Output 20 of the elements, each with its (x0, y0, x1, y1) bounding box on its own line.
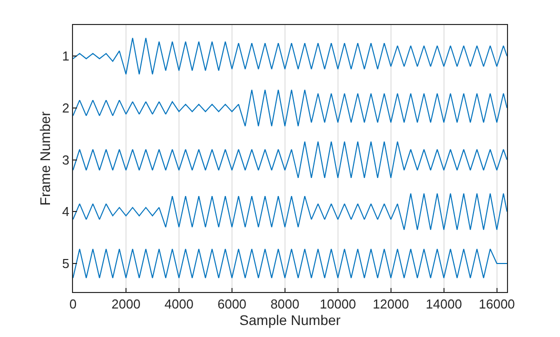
x-tick-label: 0 (69, 296, 77, 312)
y-tick-label: 1 (62, 48, 70, 64)
line-series (73, 37, 507, 75)
x-axis-title: Sample Number (239, 312, 341, 328)
x-tick-label: 4000 (164, 296, 194, 312)
x-tick-label: 2000 (112, 296, 140, 312)
y-tick-label: 3 (62, 152, 70, 168)
x-tick-label: 14000 (426, 296, 462, 312)
y-tick-label: 4 (62, 204, 70, 220)
y-tick-label: 5 (62, 256, 70, 272)
line-series (73, 193, 507, 230)
line-series (73, 141, 507, 178)
line-series (73, 89, 507, 127)
x-tick-label: 16000 (478, 296, 515, 312)
x-tick-label: 8000 (270, 296, 300, 312)
x-tick-label: 10000 (320, 296, 356, 312)
y-axis-title: Frame Number (36, 111, 53, 206)
y-tick-label: 2 (62, 100, 70, 116)
x-tick-label: 6000 (217, 296, 246, 312)
x-tick-label: 12000 (372, 296, 409, 312)
